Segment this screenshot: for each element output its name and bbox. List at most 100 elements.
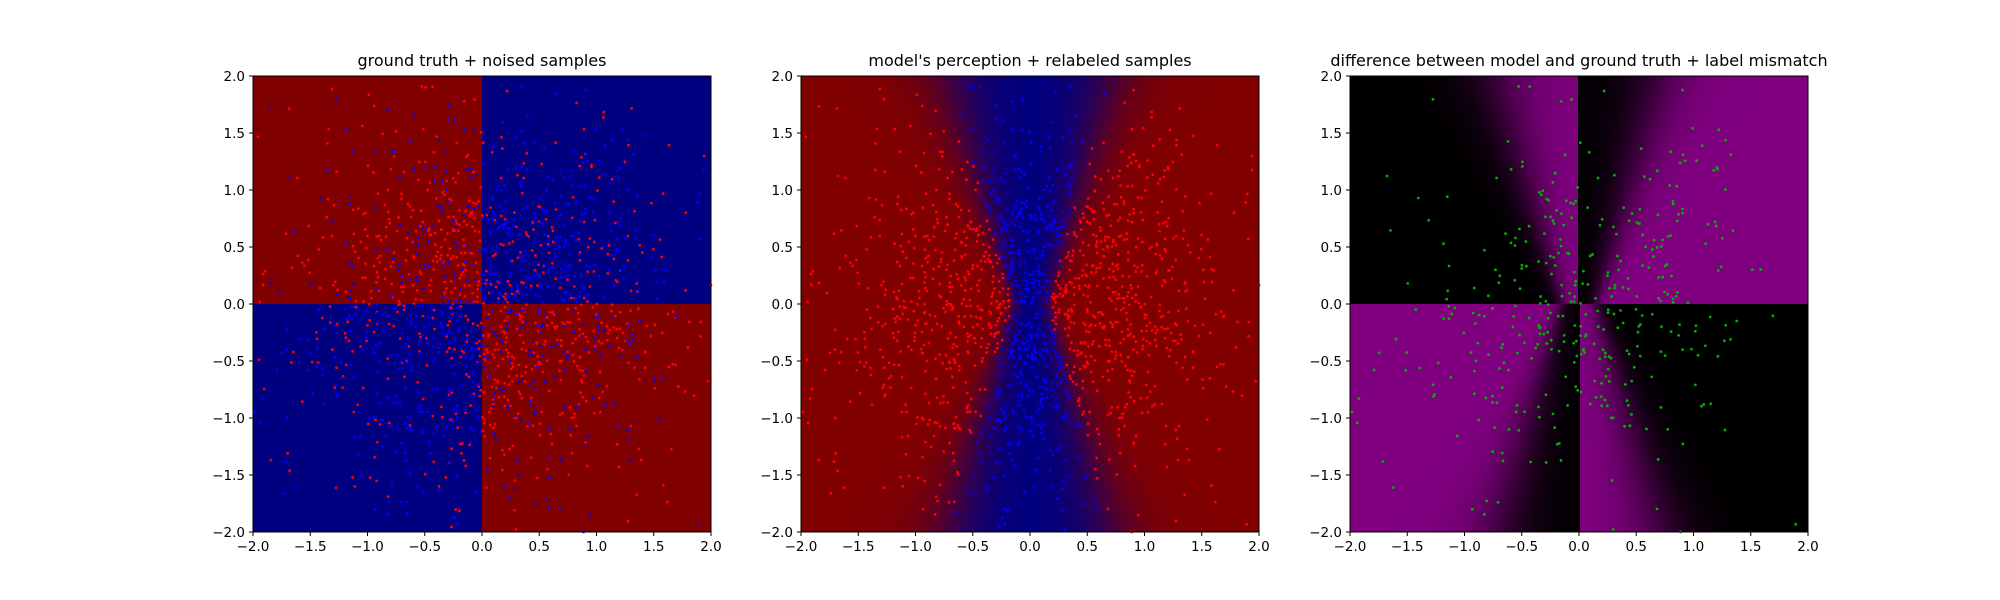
scatter-point: [535, 503, 538, 506]
scatter-point: [619, 168, 622, 171]
x-tick-label: −1.0: [351, 539, 384, 555]
scatter-point: [475, 342, 478, 345]
scatter-point: [487, 335, 490, 338]
scatter-point: [592, 197, 595, 200]
scatter-point: [616, 237, 619, 240]
scatter-point: [433, 180, 436, 183]
scatter-point: [604, 144, 607, 147]
scatter-point: [503, 295, 506, 298]
scatter-point: [436, 251, 439, 254]
scatter-point: [278, 291, 281, 294]
scatter-point: [418, 340, 421, 343]
scatter-point: [476, 288, 479, 291]
scatter-point: [387, 189, 390, 192]
scatter-point: [410, 365, 413, 368]
scatter-point: [394, 395, 397, 398]
scatter-point: [375, 312, 378, 315]
scatter-point: [428, 284, 431, 287]
scatter-point: [499, 310, 502, 313]
scatter-point: [369, 476, 372, 479]
scatter-point: [410, 427, 413, 430]
scatter-point: [577, 312, 580, 315]
scatter-point: [391, 402, 394, 405]
scatter-point: [385, 226, 388, 229]
scatter-point: [591, 397, 594, 400]
scatter-point: [455, 410, 458, 413]
scatter-point: [513, 211, 516, 214]
scatter-point: [493, 213, 496, 216]
scatter-point: [472, 201, 475, 204]
scatter-point: [327, 198, 330, 201]
scatter-point: [351, 265, 354, 268]
scatter-point: [361, 125, 364, 128]
scatter-point: [624, 160, 627, 163]
scatter-point: [517, 474, 520, 477]
scatter-point: [316, 346, 319, 349]
scatter-point: [525, 293, 528, 296]
scatter-point: [407, 203, 410, 206]
scatter-point: [572, 234, 575, 237]
scatter-point: [566, 351, 569, 354]
scatter-point: [467, 318, 470, 321]
scatter-point: [546, 175, 549, 178]
scatter-point: [637, 307, 640, 310]
scatter-point: [450, 257, 453, 260]
scatter-point: [635, 229, 638, 232]
scatter-point: [519, 251, 522, 254]
scatter-point: [388, 499, 391, 502]
scatter-point: [348, 261, 351, 264]
scatter-point: [322, 236, 325, 239]
scatter-point: [403, 286, 406, 289]
scatter-point: [364, 228, 367, 231]
scatter-point: [292, 351, 295, 354]
scatter-point: [437, 347, 440, 350]
scatter-point: [593, 264, 596, 267]
scatter-point: [348, 315, 351, 318]
scatter-point: [537, 275, 540, 278]
scatter-point: [348, 203, 351, 206]
scatter-point: [543, 343, 546, 346]
scatter-point: [457, 229, 460, 232]
scatter-point: [519, 326, 522, 329]
scatter-point: [560, 458, 563, 461]
scatter-point: [450, 418, 453, 421]
scatter-point: [479, 186, 482, 189]
scatter-point: [407, 232, 410, 235]
scatter-point: [483, 422, 486, 425]
scatter-point: [377, 257, 380, 260]
scatter-point: [284, 460, 287, 463]
scatter-point: [409, 424, 412, 427]
scatter-point: [482, 366, 485, 369]
scatter-point: [335, 486, 338, 489]
scatter-point: [633, 366, 636, 369]
scatter-point: [684, 390, 687, 393]
scatter-point: [530, 456, 533, 459]
scatter-point: [532, 341, 535, 344]
scatter-point: [362, 348, 365, 351]
scatter-point: [477, 280, 480, 283]
x-tick-label: 0.5: [529, 539, 550, 555]
scatter-point: [606, 325, 609, 328]
scatter-point: [577, 238, 580, 241]
scatter-point: [377, 322, 380, 325]
scatter-point: [344, 308, 347, 311]
scatter-point: [415, 315, 418, 318]
scatter-point: [399, 360, 402, 363]
scatter-point: [581, 396, 584, 399]
scatter-point: [403, 308, 406, 311]
scatter-point: [326, 142, 329, 145]
scatter-point: [442, 434, 445, 437]
scatter-point: [460, 315, 463, 318]
scatter-point: [507, 355, 510, 358]
scatter-point: [596, 316, 599, 319]
scatter-point: [525, 152, 528, 155]
scatter-point: [476, 295, 479, 298]
scatter-point: [501, 121, 504, 124]
scatter-point: [507, 399, 510, 402]
scatter-point: [511, 362, 514, 365]
scatter-point: [546, 316, 549, 319]
scatter-point: [333, 386, 336, 389]
scatter-point: [638, 378, 641, 381]
scatter-point: [697, 523, 700, 526]
scatter-point: [376, 392, 379, 395]
